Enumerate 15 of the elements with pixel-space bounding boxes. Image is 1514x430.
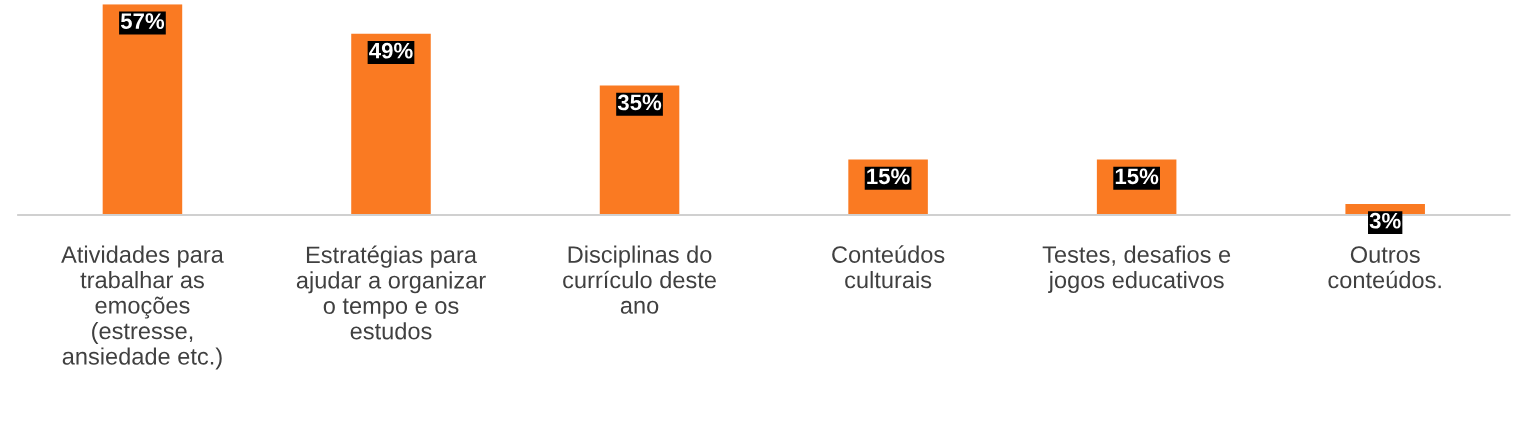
data-label: 57% (120, 13, 165, 29)
bar (599, 85, 680, 215)
x-tick-label: Outros conteúdos. (1328, 246, 1441, 289)
x-tick-label: Estratégias para ajudar a organizar o tempo e os estudos (296, 245, 486, 340)
x-tick-label: Conteúdos culturais (832, 245, 945, 289)
data-label: 49% (369, 42, 413, 59)
data-label: 15% (1115, 168, 1159, 185)
data-label: 15% (867, 168, 910, 185)
x-tick-label: Atividades para trabalhar as emoções (estresse, ansiedade etc.) (61, 245, 224, 370)
data-label: 3% (1369, 212, 1401, 229)
bar (102, 4, 183, 215)
data-label: 35% (617, 94, 662, 111)
bar (351, 33, 431, 215)
x-tick-label: Disciplinas do currículo deste ano (563, 245, 716, 314)
x-tick-label: Testes, desafios e jogos educativos (1042, 245, 1231, 293)
